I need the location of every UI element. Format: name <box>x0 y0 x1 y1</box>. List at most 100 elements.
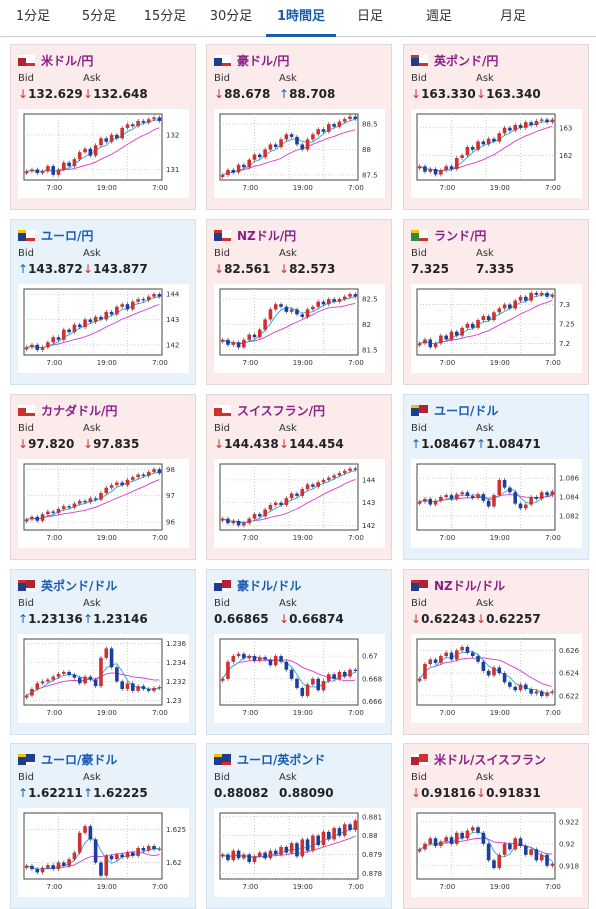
price-chart[interactable]: 88.5 88 87.5 7:00 19:00 7:00 <box>214 109 385 198</box>
candle-body <box>348 669 352 677</box>
card-title[interactable]: ユーロ/円 <box>18 227 93 243</box>
price-chart[interactable]: 163 162 7:00 19:00 7:00 <box>411 109 582 198</box>
eu-au-flag <box>18 753 35 765</box>
candle-body <box>88 498 93 503</box>
pair-name[interactable]: NZドル/ドル <box>434 578 506 593</box>
candle-body <box>305 839 310 851</box>
rate-card[interactable]: 英ポンド/円 Bid Ask ↓163.330 ↓163.340 163 162 7:00 19… <box>403 44 589 210</box>
card-title[interactable]: 豪ドル/円 <box>214 52 289 68</box>
price-chart[interactable]: 98 97 96 7:00 19:00 7:00 <box>18 459 189 548</box>
rate-card[interactable]: 米ドル/円 Bid Ask ↓132.629 ↓132.648 132 131 7:00 19:… <box>10 44 196 210</box>
pair-name[interactable]: ユーロ/英ポンド <box>237 752 326 767</box>
candle-body <box>51 337 55 343</box>
pair-name[interactable]: 英ポンド/円 <box>434 53 499 68</box>
card-title[interactable]: ユーロ/豪ドル <box>18 751 117 767</box>
candle-body <box>539 854 544 861</box>
price-chart[interactable]: 144 143 142 7:00 19:00 7:00 <box>18 284 189 373</box>
candle-body <box>236 164 241 173</box>
candle-body <box>481 494 486 501</box>
arrow-down-icon: ↓ <box>279 612 290 626</box>
card-title[interactable]: カナダドル/円 <box>18 402 117 418</box>
pair-name[interactable]: カナダドル/円 <box>41 403 118 418</box>
price-chart[interactable]: 0.67 0.668 0.666 7:00 19:00 7:00 <box>214 634 385 723</box>
rate-card[interactable]: ユーロ/円 Bid Ask ↑143.872 ↓143.877 144 143 142 7:00… <box>10 219 196 385</box>
pair-name[interactable]: スイスフラン/円 <box>237 403 326 418</box>
arrow-up-icon: ↑ <box>83 786 94 800</box>
candle-body <box>30 688 34 696</box>
card-title[interactable]: 米ドル/円 <box>18 52 93 68</box>
price-chart[interactable]: 144 143 142 7:00 19:00 7:00 <box>214 459 385 548</box>
tab-5[interactable]: 1時間足 <box>264 0 338 37</box>
candle-body <box>455 650 459 660</box>
price-chart[interactable]: 0.881 0.88 0.879 0.878 7:00 19:00 7:00 <box>214 808 385 897</box>
card-title[interactable]: ランド/円 <box>411 227 486 243</box>
card-title[interactable]: 英ポンド/円 <box>411 52 498 68</box>
rate-card[interactable]: 米ドル/スイスフラン Bid Ask ↓0.91816 ↓0.91831 0.922 0.9… <box>403 743 589 909</box>
candle-body <box>220 174 225 177</box>
bid-label: Bid <box>411 248 427 259</box>
card-title[interactable]: 米ドル/スイスフラン <box>411 751 546 767</box>
candle-body <box>67 859 71 866</box>
candle-body <box>141 474 146 476</box>
candle-body <box>120 304 124 307</box>
candle-body <box>56 508 61 513</box>
price-chart[interactable]: 82.5 82 81.5 7:00 19:00 7:00 <box>214 284 385 373</box>
price-chart[interactable]: 132 131 7:00 19:00 7:00 <box>18 109 189 198</box>
za-jp-flag <box>411 229 428 241</box>
arrow-down-icon: ↓ <box>476 786 487 800</box>
card-title[interactable]: NZドル/ドル <box>411 577 505 593</box>
pair-name[interactable]: ユーロ/円 <box>41 228 94 243</box>
pair-name[interactable]: 豪ドル/円 <box>237 53 290 68</box>
candle-body <box>353 468 358 470</box>
tab-7[interactable]: 週足 <box>425 9 452 24</box>
price-chart[interactable]: 1.236 1.234 1.232 1.23 7:00 19:00 7:00 <box>18 634 189 723</box>
price-chart[interactable]: 7.3 7.25 7.2 7:00 19:00 7:00 <box>411 284 582 373</box>
y-tick-label: 7.2 <box>559 340 570 348</box>
card-title[interactable]: 豪ドル/ドル <box>214 577 301 593</box>
tab-3[interactable]: 15分足 <box>143 9 187 24</box>
rate-card[interactable]: NZドル/円 Bid Ask ↓82.561 ↓82.573 82.5 82 81.5 7:00… <box>206 219 392 385</box>
rate-card[interactable]: NZドル/ドル Bid Ask ↓0.62243 ↓0.62257 0.626 0.624 0… <box>403 569 589 735</box>
tab-2[interactable]: 5分足 <box>81 9 117 24</box>
price-chart[interactable]: 1.086 1.084 1.082 7:00 19:00 7:00 <box>411 459 582 548</box>
tab-6[interactable]: 日足 <box>356 9 383 24</box>
pair-name[interactable]: 米ドル/円 <box>41 53 94 68</box>
price-chart[interactable]: 0.626 0.624 0.622 7:00 19:00 7:00 <box>411 634 582 723</box>
rate-card[interactable]: ユーロ/ドル Bid Ask ↑1.08467 ↑1.08471 1.086 1.084 1.… <box>403 394 589 560</box>
pair-name[interactable]: 豪ドル/ドル <box>237 578 302 593</box>
rate-card[interactable]: カナダドル/円 Bid Ask ↓97.820 ↓97.835 98 97 96 7:00 19:… <box>10 394 196 560</box>
rate-card[interactable]: ユーロ/英ポンド Bid Ask 0.88082 0.88090 0.881 0.88 0.8… <box>206 743 392 909</box>
rate-card[interactable]: スイスフラン/円 Bid Ask ↓144.438 ↓144.454 144 143 142 7… <box>206 394 392 560</box>
candle-body <box>284 306 289 312</box>
price-chart[interactable]: 0.922 0.92 0.918 7:00 19:00 7:00 <box>411 808 582 897</box>
card-title[interactable]: スイスフラン/円 <box>214 402 325 418</box>
pair-name[interactable]: ユーロ/ドル <box>434 403 499 418</box>
card-title[interactable]: ユーロ/英ポンド <box>214 751 325 767</box>
pair-name[interactable]: ユーロ/豪ドル <box>41 752 118 767</box>
tab-1[interactable]: 1分足 <box>15 9 51 24</box>
candle-body <box>295 843 299 857</box>
rate-card[interactable]: 豪ドル/ドル Bid Ask 0.66865 ↓0.66874 0.67 0.668 0.66… <box>206 569 392 735</box>
tab-8[interactable]: 月足 <box>499 9 526 24</box>
candle-body <box>465 323 470 328</box>
pair-name[interactable]: 英ポンド/ドル <box>41 578 118 593</box>
bid-value: 163.330 <box>421 87 476 101</box>
card-title[interactable]: ユーロ/ドル <box>411 402 498 418</box>
ask-label: Ask <box>279 772 297 783</box>
candle-body <box>30 865 34 870</box>
candle-body <box>524 296 528 301</box>
pair-name[interactable]: NZドル/円 <box>237 228 297 243</box>
card-title[interactable]: NZドル/円 <box>214 227 296 243</box>
candle-body <box>152 688 156 691</box>
candle-body <box>353 116 358 120</box>
rate-card[interactable]: ユーロ/豪ドル Bid Ask ↑1.62211 ↑1.62225 1.625 1.62 7:… <box>10 743 196 909</box>
pair-name[interactable]: 米ドル/スイスフラン <box>434 752 547 767</box>
candle-body <box>284 661 289 670</box>
rate-card[interactable]: 英ポンド/ドル Bid Ask ↑1.23136 ↑1.23146 1.236 1.234 1… <box>10 569 196 735</box>
rate-card[interactable]: 豪ドル/円 Bid Ask ↓88.678 ↑88.708 88.5 88 87.5 7:00 1… <box>206 44 392 210</box>
price-chart[interactable]: 1.625 1.62 7:00 19:00 7:00 <box>18 808 189 897</box>
pair-name[interactable]: ランド/円 <box>434 228 487 243</box>
rate-card[interactable]: ランド/円 Bid Ask 7.325 7.335 7.3 7.25 7.2 7:00 19:00… <box>403 219 589 385</box>
tab-4[interactable]: 30分足 <box>209 9 253 24</box>
card-title[interactable]: 英ポンド/ドル <box>18 577 117 593</box>
